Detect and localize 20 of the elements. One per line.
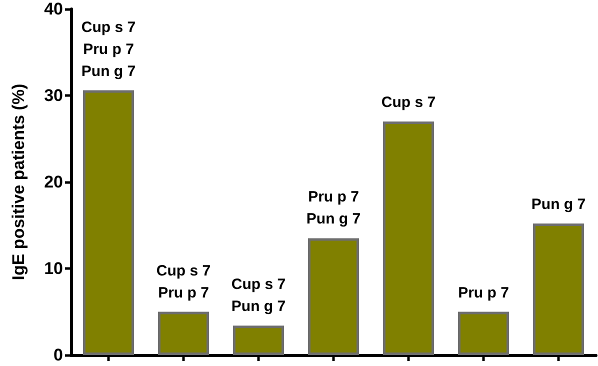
bar xyxy=(458,312,509,355)
bar xyxy=(83,90,134,355)
bar xyxy=(383,121,434,355)
bar xyxy=(233,326,284,355)
y-tick-label: 30 xyxy=(44,86,63,105)
data-label: Pru p 7 xyxy=(458,284,509,302)
y-tick-label: 0 xyxy=(54,346,63,364)
data-label: Cup s 7 Pru p 7 Pun g 7 xyxy=(81,18,136,80)
bar xyxy=(308,238,359,355)
data-label: Cup s 7 Pru p 7 xyxy=(156,262,211,302)
data-label: Pru p 7 Pun g 7 xyxy=(306,188,361,228)
data-label: Cup s 7 xyxy=(381,94,436,111)
y-tick-label: 40 xyxy=(44,0,63,18)
y-axis-title: IgE positive patients (%) xyxy=(9,84,28,280)
y-tick-label: 10 xyxy=(44,259,63,278)
bar xyxy=(158,312,209,355)
data-label: Pun g 7 xyxy=(531,196,586,214)
bar xyxy=(533,224,584,355)
data-label: Cup s 7 Pun g 7 xyxy=(231,276,286,316)
y-tick-label: 20 xyxy=(44,172,63,192)
